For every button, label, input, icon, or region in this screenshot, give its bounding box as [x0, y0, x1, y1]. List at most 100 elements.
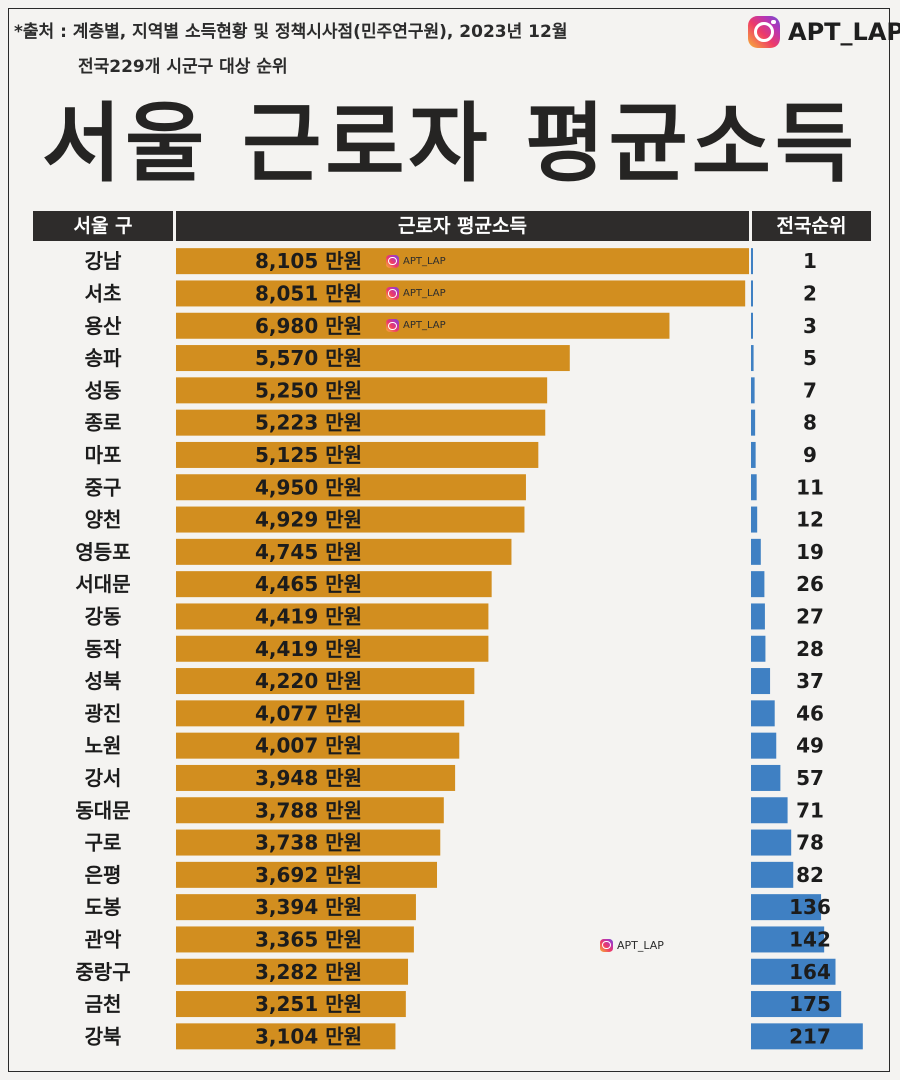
district-label: 광진	[85, 701, 122, 725]
income-value-label: 6,980 만원	[255, 314, 362, 338]
rank-bar	[751, 861, 794, 888]
rank-bar	[751, 506, 758, 533]
district-label: 중랑구	[75, 960, 130, 984]
column-header-bar: 서울 구 근로자 평균소득 전국순위	[33, 211, 871, 241]
income-value-label: 4,419 만원	[255, 604, 362, 628]
watermark: APT_LAP	[600, 937, 664, 953]
income-value-label: 4,745 만원	[255, 540, 362, 564]
rank-label: 27	[796, 604, 824, 628]
income-value-label: 4,220 만원	[255, 669, 362, 693]
rank-bar	[751, 474, 757, 501]
rank-label: 7	[803, 378, 817, 402]
income-bar	[176, 377, 548, 404]
income-value-label: 4,950 만원	[255, 475, 362, 499]
rank-label: 49	[796, 734, 824, 758]
income-value-label: 3,365 만원	[255, 927, 362, 951]
rank-bar	[751, 700, 775, 727]
rank-bar	[751, 441, 756, 468]
district-label: 강북	[85, 1024, 122, 1048]
scope-note: 전국229개 시군구 대상 순위	[78, 57, 288, 77]
income-bar	[176, 571, 492, 598]
income-bar	[176, 280, 746, 307]
income-bar	[176, 958, 409, 985]
rank-label: 164	[789, 960, 831, 984]
income-bar	[176, 474, 526, 501]
instagram-icon	[386, 254, 399, 268]
outer-frame	[8, 8, 890, 1072]
income-bar	[176, 441, 539, 468]
rank-label: 12	[796, 508, 824, 532]
income-bar	[176, 861, 438, 888]
rank-label: 3	[803, 314, 817, 338]
rank-bar	[751, 926, 825, 953]
income-bar	[176, 829, 441, 856]
district-label: 동작	[85, 637, 122, 661]
income-value-label: 5,570 만원	[255, 346, 362, 370]
brand-handle: APT_LAP	[788, 18, 900, 46]
rank-label: 82	[796, 863, 824, 887]
watermark-text: APT_LAP	[403, 320, 446, 332]
income-bar	[176, 894, 416, 921]
rank-label: 19	[796, 540, 824, 564]
rank-label: 37	[796, 669, 824, 693]
rank-bar	[751, 732, 777, 759]
rank-bar	[751, 635, 766, 662]
rank-label: 9	[803, 443, 817, 467]
income-value-label: 4,419 만원	[255, 637, 362, 661]
rank-bar	[751, 571, 765, 598]
rank-label: 8	[803, 411, 817, 435]
instagram-icon	[386, 319, 399, 333]
income-bar	[176, 1023, 396, 1050]
income-value-label: 4,929 만원	[255, 508, 362, 532]
district-label: 성동	[85, 378, 122, 402]
watermark-text: APT_LAP	[617, 938, 664, 952]
district-label: 서초	[85, 281, 122, 305]
income-value-label: 5,250 만원	[255, 378, 362, 402]
rank-bar	[751, 958, 836, 985]
rank-bar	[751, 409, 756, 436]
income-bar	[176, 538, 512, 565]
income-value-label: 4,007 만원	[255, 734, 362, 758]
chart-title: 서울 근로자 평균소득	[42, 94, 858, 194]
watermark: APT_LAP	[386, 285, 446, 301]
income-bar	[176, 409, 546, 436]
income-bar	[176, 635, 489, 662]
rank-bar	[751, 991, 842, 1018]
watermark-text: APT_LAP	[403, 255, 446, 267]
watermark-text: APT_LAP	[403, 287, 446, 299]
district-label: 동대문	[75, 798, 130, 822]
income-value-label: 3,948 만원	[255, 766, 362, 790]
rank-label: 136	[789, 895, 831, 919]
district-label: 용산	[85, 314, 122, 338]
instagram-icon	[600, 938, 613, 952]
column-header-income: 근로자 평균소득	[176, 211, 749, 241]
district-label: 은평	[85, 863, 122, 887]
rank-bar	[751, 894, 822, 921]
column-header-rank: 전국순위	[752, 211, 871, 241]
income-bar	[176, 700, 465, 727]
district-label: 중구	[85, 475, 122, 499]
income-bar	[176, 248, 749, 275]
district-label: 강남	[85, 249, 122, 273]
income-bar	[176, 345, 570, 372]
rank-label: 175	[789, 992, 831, 1016]
rank-label: 26	[796, 572, 824, 596]
income-value-label: 8,105 만원	[255, 249, 362, 273]
income-bar	[176, 506, 525, 533]
income-bar	[176, 764, 456, 791]
income-value-label: 5,223 만원	[255, 411, 362, 435]
rank-bar	[751, 538, 761, 565]
district-label: 구로	[85, 831, 122, 855]
income-value-label: 3,788 만원	[255, 798, 362, 822]
income-value-label: 3,104 만원	[255, 1024, 362, 1048]
district-label: 영등포	[75, 540, 130, 564]
rank-label: 217	[789, 1024, 831, 1048]
district-label: 성북	[85, 669, 122, 693]
rank-bar	[751, 668, 771, 695]
district-label: 도봉	[85, 895, 122, 919]
district-label: 송파	[85, 346, 122, 370]
income-bar	[176, 797, 444, 824]
district-label: 양천	[85, 508, 122, 532]
rank-label: 57	[796, 766, 824, 790]
income-value-label: 4,077 만원	[255, 701, 362, 725]
